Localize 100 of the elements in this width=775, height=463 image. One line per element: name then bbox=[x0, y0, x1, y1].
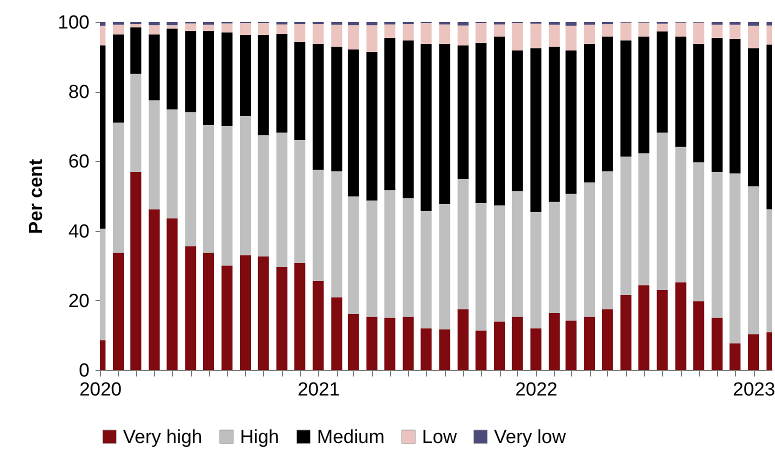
bar bbox=[620, 156, 632, 295]
bar bbox=[384, 38, 396, 190]
bar bbox=[494, 205, 506, 322]
bar bbox=[675, 36, 686, 147]
bar bbox=[203, 252, 214, 370]
bar bbox=[294, 262, 306, 370]
bar bbox=[420, 328, 432, 370]
bar bbox=[693, 301, 704, 370]
bar bbox=[112, 34, 124, 123]
bar bbox=[602, 24, 613, 37]
bar bbox=[458, 45, 469, 179]
bar bbox=[203, 31, 214, 126]
y-tick-label: 20 bbox=[68, 290, 90, 312]
bar bbox=[584, 22, 596, 25]
bar bbox=[730, 24, 741, 40]
bar bbox=[476, 202, 487, 331]
bar bbox=[548, 24, 560, 47]
bar bbox=[240, 34, 251, 116]
bar bbox=[638, 36, 650, 154]
bar bbox=[112, 22, 124, 25]
legend-label: High bbox=[240, 426, 280, 448]
bar bbox=[476, 42, 487, 203]
bar bbox=[548, 202, 560, 313]
bar bbox=[530, 212, 542, 328]
bar bbox=[512, 23, 523, 51]
bar bbox=[458, 22, 469, 26]
bar bbox=[294, 42, 306, 140]
bar bbox=[240, 116, 251, 256]
bar bbox=[331, 46, 342, 172]
bar bbox=[166, 218, 178, 370]
bar bbox=[439, 44, 450, 204]
y-tick-label: 0 bbox=[78, 360, 90, 382]
bar bbox=[602, 171, 613, 310]
x-tick-label: 2021 bbox=[298, 380, 340, 400]
bar bbox=[222, 23, 233, 32]
bar bbox=[112, 252, 124, 370]
bar bbox=[602, 36, 613, 172]
bar bbox=[512, 316, 523, 370]
bar bbox=[402, 40, 414, 198]
bar bbox=[148, 22, 160, 26]
bar bbox=[402, 198, 414, 317]
bar bbox=[620, 22, 632, 40]
bar bbox=[348, 314, 359, 370]
bar bbox=[130, 27, 142, 74]
x-tick-label: 2020 bbox=[79, 380, 122, 400]
bar bbox=[185, 112, 196, 246]
bar bbox=[566, 194, 577, 321]
legend-label: Very low bbox=[494, 426, 566, 448]
bar bbox=[294, 140, 306, 263]
bar bbox=[258, 135, 269, 257]
bar bbox=[548, 312, 560, 370]
bar bbox=[476, 23, 487, 43]
bar bbox=[748, 22, 760, 26]
bar bbox=[148, 25, 160, 35]
bar bbox=[620, 40, 632, 157]
bar bbox=[366, 52, 378, 201]
bar bbox=[185, 246, 196, 370]
bar bbox=[276, 24, 288, 34]
bar bbox=[166, 22, 178, 26]
bar bbox=[276, 34, 288, 133]
x-tick-label: 2022 bbox=[515, 380, 558, 400]
bar bbox=[148, 34, 160, 100]
legend-label: Very high bbox=[123, 426, 202, 448]
bar bbox=[222, 126, 233, 266]
bar bbox=[748, 186, 760, 334]
bar bbox=[166, 25, 178, 29]
bar bbox=[656, 290, 668, 370]
bar bbox=[420, 210, 432, 328]
y-tick-label: 60 bbox=[68, 152, 90, 173]
bar bbox=[712, 24, 723, 38]
y-tick-label: 40 bbox=[68, 221, 90, 242]
bar bbox=[584, 44, 596, 182]
bar bbox=[312, 280, 324, 370]
bar bbox=[693, 22, 704, 44]
bar bbox=[402, 24, 414, 40]
bar bbox=[331, 22, 342, 25]
bar bbox=[584, 316, 596, 370]
bar bbox=[312, 24, 324, 44]
bar bbox=[348, 25, 359, 50]
bar bbox=[258, 34, 269, 136]
bar bbox=[166, 28, 178, 110]
bar bbox=[675, 146, 686, 282]
bar bbox=[730, 343, 741, 370]
bar bbox=[494, 24, 506, 37]
bar bbox=[331, 24, 342, 47]
y-tick-label: 80 bbox=[68, 82, 90, 104]
bar bbox=[566, 50, 577, 194]
bar bbox=[675, 22, 686, 37]
bar bbox=[166, 109, 178, 218]
bar bbox=[566, 320, 577, 370]
x-tick-label: 2023 bbox=[732, 380, 775, 400]
bar bbox=[458, 25, 469, 46]
bar bbox=[656, 132, 668, 290]
bar bbox=[530, 24, 542, 48]
bar bbox=[258, 256, 269, 370]
bar bbox=[548, 22, 560, 25]
bar bbox=[331, 297, 342, 370]
bar bbox=[112, 24, 124, 35]
bar bbox=[712, 172, 723, 318]
bar bbox=[420, 44, 432, 211]
